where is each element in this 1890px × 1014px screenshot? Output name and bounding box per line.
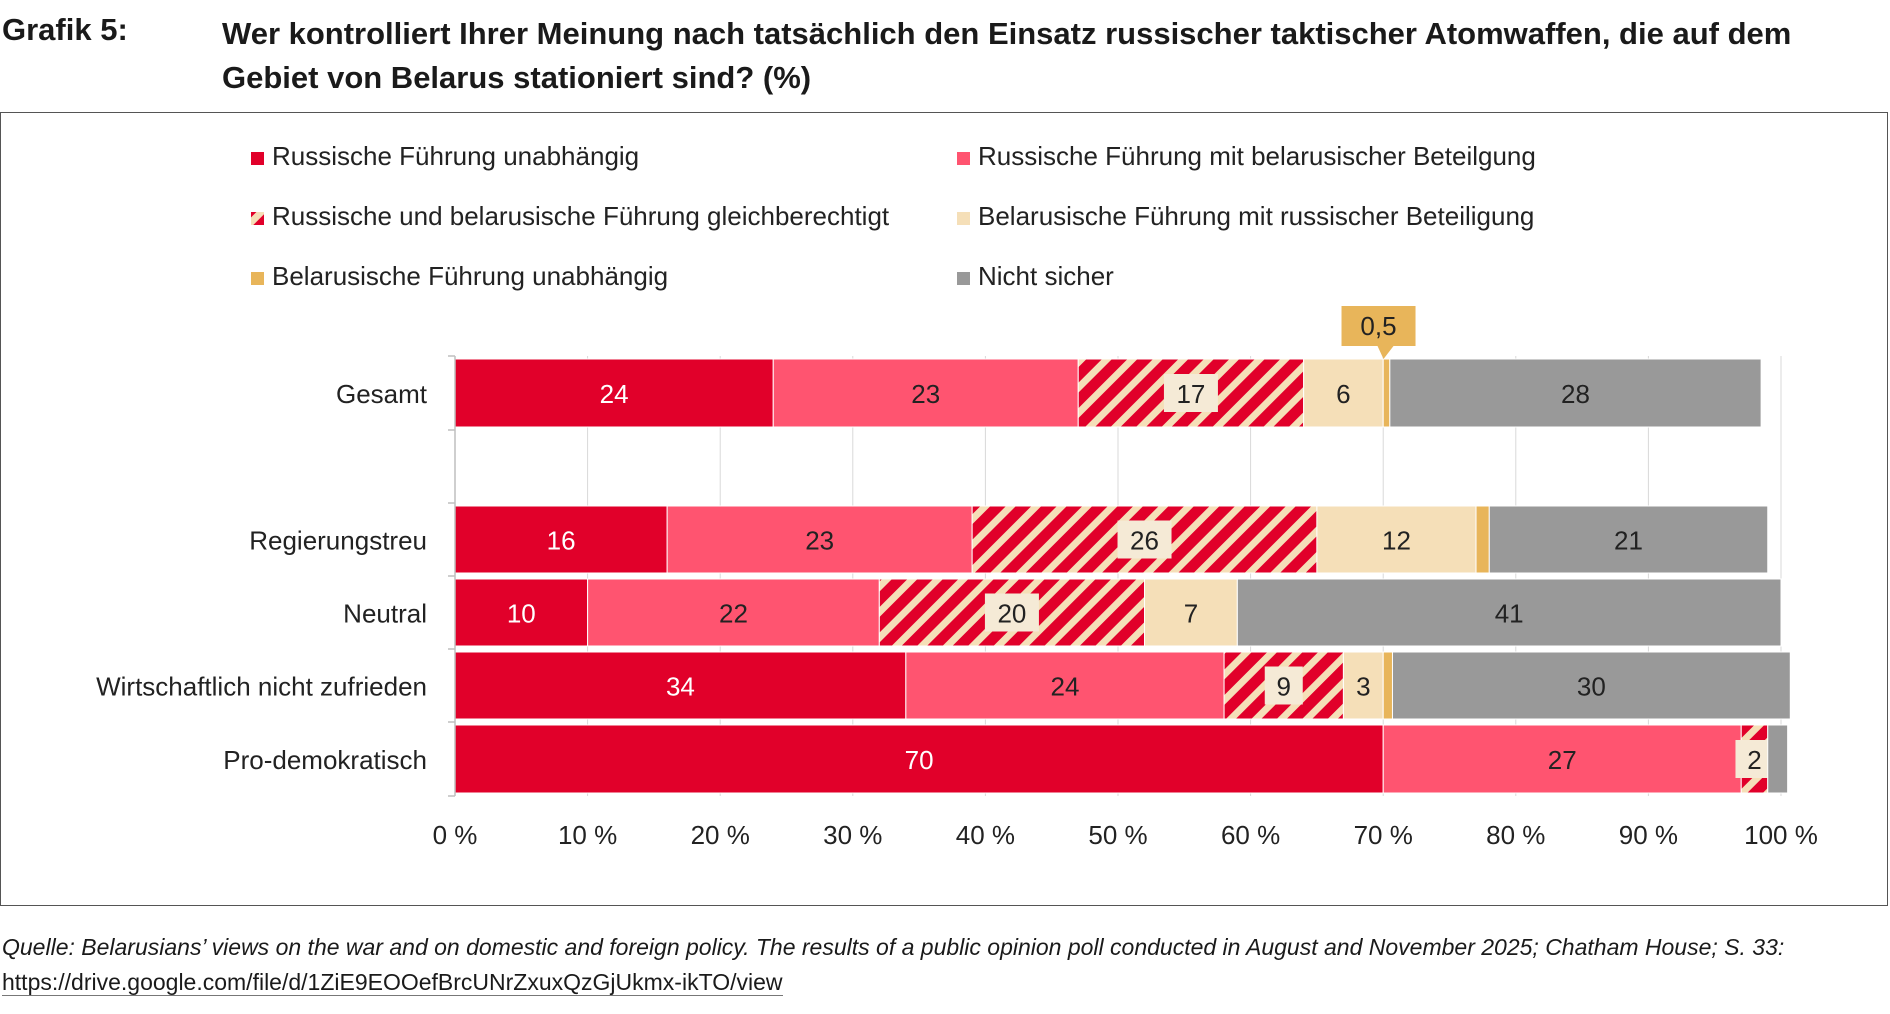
data-label: 6 (1336, 379, 1350, 409)
bar-gesamt-russische-f-hrung-unabh-ngig (454, 358, 774, 428)
x-tick-label: 70 % (1354, 820, 1413, 850)
bar-regierungstreu-belarusische-f-hrung-mit-russischer-beteiligung (1316, 505, 1477, 574)
data-label-box (1264, 666, 1303, 705)
data-label-box (1163, 374, 1218, 412)
bar-pro-demokratisch-nicht-sicher (1767, 724, 1789, 794)
legend-swatch-nicht-sicher (957, 272, 970, 285)
x-tick-label: 80 % (1486, 820, 1545, 850)
legend-swatch-russische-und-belarusische-f-hrung-gleichberechtigt (251, 212, 264, 225)
legend-label: Russische Führung mit belarusischer Bete… (978, 141, 1536, 171)
x-tick-label: 10 % (558, 820, 617, 850)
data-label: 20 (997, 599, 1026, 629)
legend: Russische Führung unabhängig Russische Fü… (251, 141, 1536, 291)
source-text: Quelle: Belarusians’ views on the war an… (2, 934, 1785, 960)
legend-swatch-russische-f-hrung-unabh-ngig (251, 152, 264, 165)
data-label: 2 (1747, 745, 1761, 775)
bar-gesamt-nicht-sicher (1389, 358, 1762, 428)
legend-swatch-belarusische-f-hrung-mit-russischer-beteiligung (957, 212, 970, 225)
category-label: Neutral (343, 599, 427, 629)
data-label: 34 (666, 672, 695, 702)
bar-pro-demokratisch-russische-f-hrung-unabh-ngig (454, 724, 1384, 794)
legend-label: Russische und belarusische Führung gleic… (272, 201, 890, 231)
legend-label: Belarusische Führung mit russischer Bete… (978, 201, 1534, 231)
data-label: 70 (905, 745, 934, 775)
data-label: 16 (547, 526, 576, 556)
chart-title: Wer kontrolliert Ihrer Meinung nach tats… (222, 16, 1792, 95)
legend-label: Nicht sicher (978, 261, 1114, 291)
data-label: 26 (1130, 526, 1159, 556)
data-label-box (1117, 520, 1172, 559)
data-label: 24 (1050, 672, 1079, 702)
bar-regierungstreu-russische-f-hrung-unabh-ngig (454, 505, 668, 574)
gridlines (587, 356, 1782, 796)
x-tick-label: 20 % (691, 820, 750, 850)
data-label: 23 (805, 526, 834, 556)
bar-regierungstreu-belarusische-f-hrung-unabh-ngig (1475, 505, 1490, 574)
data-label: 21 (1614, 526, 1643, 556)
bars: 24 23 17 6 28 16 23 26 12 21 10 22 20 7 41 34 24 9 3 30 70 27… (454, 306, 1791, 794)
data-label: 41 (1495, 599, 1524, 629)
source-note: Quelle: Belarusians’ views on the war an… (2, 930, 1887, 1000)
axes: Gesamt Regierungstreu Neutral Wirtschaftlic… (96, 355, 1818, 850)
legend-swatch-belarusische-f-hrung-unabh-ngig (251, 272, 264, 285)
bar-regierungstreu-nicht-sicher (1488, 505, 1769, 574)
bar-neutral-russische-f-hrung-mit-belarusischer-beteilgung (587, 578, 880, 647)
data-label: 3 (1356, 672, 1370, 702)
data-label: 23 (911, 379, 940, 409)
data-label: 9 (1277, 672, 1291, 702)
data-label: 30 (1577, 672, 1606, 702)
x-tick-label: 40 % (956, 820, 1015, 850)
bar-gesamt-belarusische-f-hrung-unabh-ngig (1382, 358, 1391, 428)
bar-gesamt-russische-f-hrung-mit-belarusischer-beteilgung (772, 358, 1079, 428)
bar-regierungstreu-russische-f-hrung-mit-belarusischer-beteilgung (666, 505, 973, 574)
callout-label: 0,5 (1360, 311, 1396, 341)
category-label: Wirtschaftlich nicht zufrieden (96, 672, 427, 702)
category-label: Pro-demokratisch (223, 745, 427, 775)
data-label: 27 (1548, 745, 1577, 775)
x-tick-label: 0 % (433, 820, 478, 850)
bar-wirtschaftlich-nicht-zufrieden-belarusische-f-hrung-mit-russischer-beteiligung (1342, 651, 1384, 720)
legend-label: Belarusische Führung unabhängig (272, 261, 668, 291)
data-label: 24 (600, 379, 629, 409)
bar-pro-demokratisch-russische-f-hrung-mit-belarusischer-beteilgung (1382, 724, 1742, 794)
data-label-box (1735, 740, 1774, 778)
data-label: 12 (1382, 526, 1411, 556)
legend-swatch-russische-f-hrung-mit-belarusischer-beteilgung (957, 152, 970, 165)
bar-wirtschaftlich-nicht-zufrieden-russische-f-hrung-mit-belarusischer-beteilgung (905, 651, 1225, 720)
bar-neutral-belarusische-f-hrung-mit-russischer-beteiligung (1144, 578, 1238, 647)
data-label: 22 (719, 599, 748, 629)
chart-frame (0, 112, 1888, 906)
bar-neutral-russische-f-hrung-unabh-ngig (454, 578, 589, 647)
x-tick-label: 100 % (1744, 820, 1818, 850)
callout-box-body (1341, 306, 1416, 346)
category-label: Regierungstreu (249, 526, 427, 556)
category-label: Gesamt (336, 379, 428, 409)
x-tick-label: 50 % (1088, 820, 1147, 850)
data-label: 17 (1176, 379, 1205, 409)
legend-label: Russische Führung unabhängig (272, 141, 639, 171)
x-tick-label: 30 % (823, 820, 882, 850)
bar-gesamt-belarusische-f-hrung-mit-russischer-beteiligung (1303, 358, 1384, 428)
data-label-box (984, 593, 1039, 632)
figure-label: Grafik 5: (2, 12, 128, 47)
x-tick-label: 60 % (1221, 820, 1280, 850)
bar-wirtschaftlich-nicht-zufrieden-nicht-sicher (1391, 651, 1791, 720)
bar-neutral-nicht-sicher (1236, 578, 1782, 647)
bar-wirtschaftlich-nicht-zufrieden-russische-f-hrung-unabh-ngig (454, 651, 907, 720)
x-tick-label: 90 % (1619, 820, 1678, 850)
bar-wirtschaftlich-nicht-zufrieden-belarusische-f-hrung-unabh-ngig (1382, 651, 1393, 720)
data-label: 10 (507, 599, 536, 629)
data-label: 7 (1184, 599, 1198, 629)
data-label: 28 (1561, 379, 1590, 409)
source-link[interactable]: https://drive.google.com/file/d/1ZiE9EOO… (2, 969, 783, 996)
